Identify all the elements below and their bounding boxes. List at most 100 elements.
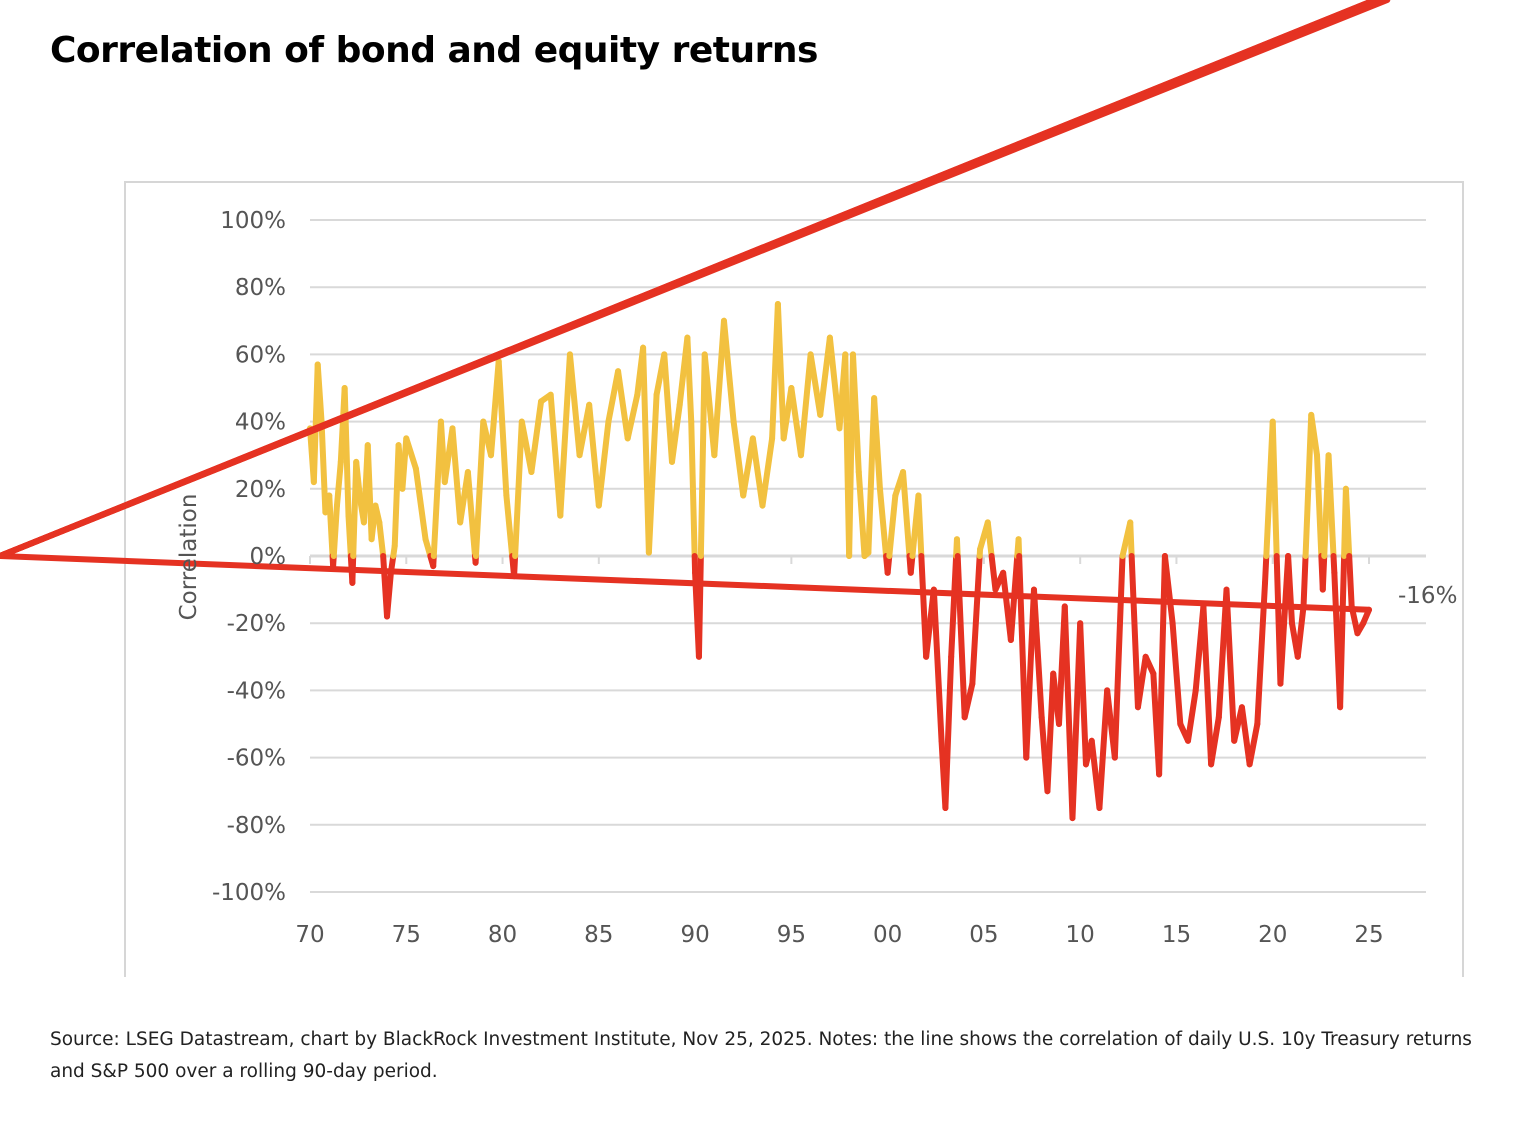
line-segment-negative bbox=[1077, 620, 1089, 768]
line-segment-negative bbox=[1156, 553, 1168, 778]
x-axis: 70 75 80 85 90 95 00 05 10 15 20 25 bbox=[295, 922, 1383, 948]
line-segment-negative bbox=[1208, 714, 1222, 768]
line-segment-positive bbox=[314, 361, 325, 425]
line-segment-positive bbox=[984, 519, 995, 559]
line-segment-negative bbox=[0, 553, 1372, 613]
line-segment-positive bbox=[730, 418, 747, 499]
line-segment-positive bbox=[472, 418, 487, 559]
line-segment-positive bbox=[720, 317, 737, 425]
line-segment-negative bbox=[511, 553, 519, 580]
x-tick-label: 95 bbox=[777, 922, 806, 948]
line-segment-negative bbox=[384, 569, 394, 620]
line-segment-positive bbox=[774, 301, 787, 442]
y-tick-label: 0% bbox=[250, 544, 287, 570]
line-segment-positive bbox=[586, 401, 602, 509]
line-segment-positive bbox=[512, 418, 525, 559]
line-segment-positive bbox=[595, 418, 612, 509]
line-segment-positive bbox=[797, 351, 814, 459]
line-segment-negative bbox=[1128, 553, 1141, 711]
x-tick-label: 05 bbox=[969, 922, 998, 948]
line-segment-positive bbox=[353, 458, 364, 502]
line-segment-positive bbox=[557, 351, 573, 519]
grid-lines bbox=[309, 219, 1426, 893]
line-segment-negative bbox=[1030, 586, 1045, 721]
x-tick-label: 90 bbox=[680, 922, 709, 948]
line-segment-negative bbox=[942, 653, 955, 811]
line-segment-positive bbox=[330, 502, 340, 559]
chart-title: Correlation of bond and equity returns bbox=[50, 30, 818, 71]
line-segment-negative bbox=[1044, 670, 1057, 795]
correlation-chart: 100%80%60%40%20%0%-20%-40%-60%-80%-100% … bbox=[0, 0, 1457, 948]
x-tick-label: 20 bbox=[1258, 922, 1287, 948]
line-segment-positive bbox=[528, 398, 545, 475]
line-segment-positive bbox=[403, 435, 419, 472]
line-segment-positive bbox=[503, 492, 516, 559]
line-segment-positive bbox=[668, 401, 683, 465]
line-segment-negative bbox=[948, 553, 960, 660]
line-segment-negative bbox=[1246, 721, 1261, 768]
line-segment-positive bbox=[900, 469, 913, 559]
line-segment-positive bbox=[711, 317, 727, 459]
line-segment-negative bbox=[1300, 553, 1309, 610]
line-segment-negative bbox=[1223, 586, 1238, 744]
line-segment-positive bbox=[886, 492, 899, 559]
line-segment-positive bbox=[376, 519, 387, 559]
line-segment-positive bbox=[1127, 519, 1135, 559]
y-tick-label: 20% bbox=[235, 477, 286, 503]
x-tick-label: 80 bbox=[488, 922, 517, 948]
x-tick-label: 25 bbox=[1354, 922, 1383, 948]
line-segment-positive bbox=[759, 435, 776, 509]
line-segment-positive bbox=[566, 351, 583, 459]
line-segment-positive bbox=[1269, 418, 1280, 559]
line-segment-positive bbox=[399, 435, 410, 492]
chart-frame bbox=[124, 181, 1464, 977]
x-tick-label: 75 bbox=[392, 922, 421, 948]
line-segment-positive bbox=[697, 351, 708, 559]
y-tick-label: -80% bbox=[227, 813, 286, 839]
line-segment-positive bbox=[915, 492, 925, 559]
line-segment-negative bbox=[1337, 553, 1348, 711]
y-tick-label: 100% bbox=[220, 208, 286, 234]
x-tick-label: 70 bbox=[295, 922, 324, 948]
line-segment-negative bbox=[1169, 620, 1184, 727]
line-segment-negative bbox=[930, 586, 945, 744]
line-segment-negative bbox=[0, 0, 1391, 559]
line-segment-negative bbox=[961, 680, 976, 721]
line-segment-negative bbox=[1134, 653, 1149, 711]
line-segment-negative bbox=[1111, 553, 1126, 761]
line-segment-positive bbox=[1325, 452, 1337, 559]
line-segment-negative bbox=[1346, 553, 1355, 610]
y-tick-label: -20% bbox=[227, 611, 286, 637]
line-segment-positive bbox=[449, 425, 464, 526]
end-value-label: -16% bbox=[1398, 583, 1457, 609]
line-segment-negative bbox=[1161, 553, 1176, 627]
x-tick-label: 10 bbox=[1066, 922, 1095, 948]
series-line bbox=[0, 0, 1391, 822]
line-segment-negative bbox=[1294, 603, 1307, 660]
line-segment-positive bbox=[688, 418, 698, 559]
line-segment-negative bbox=[1285, 553, 1295, 627]
line-segment-negative bbox=[1238, 704, 1253, 768]
line-segment-negative bbox=[1319, 553, 1328, 593]
line-segment-positive bbox=[849, 351, 862, 475]
line-segment-negative bbox=[954, 553, 968, 721]
line-segment-positive bbox=[495, 358, 510, 499]
line-segment-positive bbox=[684, 334, 695, 425]
y-axis-label: Correlation bbox=[176, 494, 202, 621]
y-axis: 100% 80% 60% 40% 20% 0% -20% -40% -60% -80% -100% bbox=[212, 208, 286, 906]
line-segment-positive bbox=[855, 469, 868, 559]
line-segment-positive bbox=[1314, 452, 1325, 559]
x-tick-label: 85 bbox=[584, 922, 613, 948]
line-segment-negative bbox=[1142, 653, 1157, 677]
line-segment-positive bbox=[1342, 485, 1353, 559]
line-segment-positive bbox=[615, 368, 631, 442]
y-tick-label: 40% bbox=[235, 410, 286, 436]
x-tick-label: 15 bbox=[1162, 922, 1191, 948]
line-segment-positive bbox=[871, 395, 883, 492]
y-tick-label: 80% bbox=[235, 275, 286, 301]
line-segment-negative bbox=[695, 553, 704, 660]
y-tick-label: -60% bbox=[227, 746, 286, 772]
line-segment-negative bbox=[1096, 687, 1111, 811]
line-segment-positive bbox=[1308, 411, 1321, 459]
line-segment-negative bbox=[969, 553, 983, 687]
